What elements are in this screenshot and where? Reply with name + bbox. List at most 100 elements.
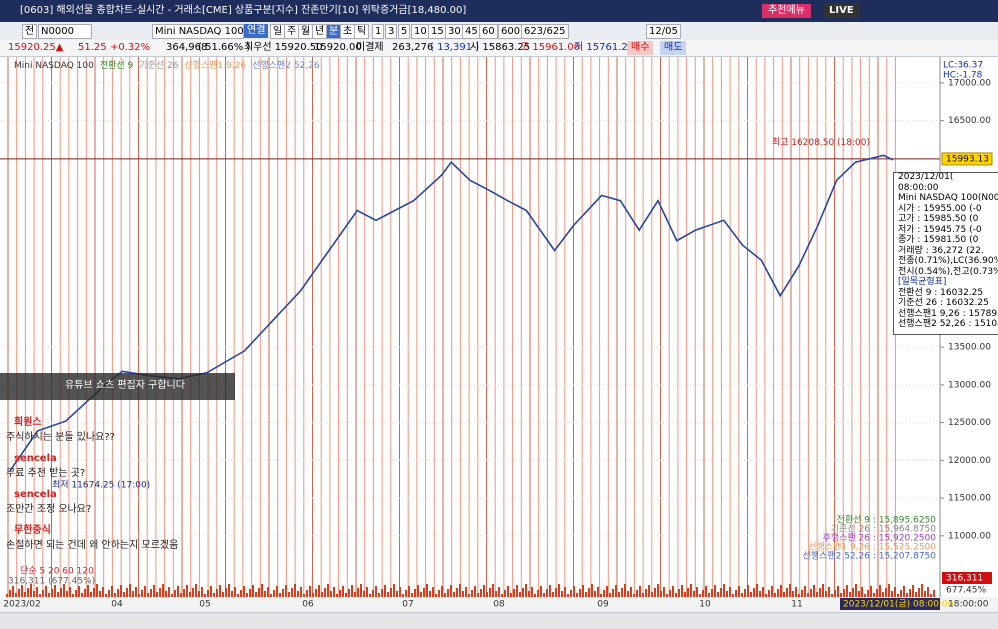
volume-bar <box>624 584 626 597</box>
period-button[interactable]: 일 <box>270 24 286 39</box>
volume-bar <box>162 584 164 597</box>
interval-button[interactable]: 1 <box>372 24 385 39</box>
volume-bar <box>465 587 467 597</box>
scrollbar[interactable] <box>0 612 998 629</box>
volume-bar <box>720 588 722 597</box>
volume-bar <box>855 584 857 597</box>
volume-bar <box>564 587 566 597</box>
volume-bar <box>891 591 893 597</box>
volume-bar <box>441 586 443 597</box>
volume-bar <box>876 589 878 597</box>
volume-bar <box>360 584 362 597</box>
volume-bar <box>54 585 56 597</box>
volume-bar <box>786 588 788 597</box>
volume-bar <box>819 588 821 597</box>
volume-bar <box>690 584 692 597</box>
volume-bar <box>729 587 731 597</box>
volume-bar <box>213 593 215 597</box>
volume-bar <box>33 591 35 597</box>
volume-bar <box>606 586 608 597</box>
buy-button[interactable]: 매수 <box>627 41 654 55</box>
volume-bar <box>27 588 29 597</box>
volume-bar <box>921 584 923 597</box>
tooltip-line: 전시(0.54%),전고(0.73% <box>898 266 998 277</box>
volume-bar <box>492 584 494 597</box>
period-button[interactable]: 월 <box>298 24 314 39</box>
volume-bar <box>156 592 158 597</box>
name-input[interactable]: Mini NASDAQ 100 <box>152 24 244 39</box>
quote-high: 고 15961.00 <box>520 42 581 53</box>
volume-bar <box>183 589 185 597</box>
interval-button[interactable]: 15 <box>428 24 447 39</box>
y-tick-label: 12000.00 <box>948 456 991 466</box>
code-input[interactable]: N0000 <box>38 24 92 39</box>
ma-label: 단순 5 20 60 120 <box>20 566 94 577</box>
volume-bar <box>273 590 275 597</box>
interval-button[interactable]: 60 <box>479 24 498 39</box>
volume-bar <box>675 593 677 597</box>
volume-bar <box>279 593 281 597</box>
period-button[interactable]: 분 <box>326 24 342 39</box>
volume-bar <box>297 591 299 597</box>
x-tick-label: 09 <box>597 600 609 610</box>
volume-bar <box>114 593 116 597</box>
legend-item: 선행스팬1 9,26 <box>184 59 246 71</box>
volume-bar <box>72 594 74 597</box>
volume-bar <box>426 584 428 597</box>
ichimoku-value: 기준선 26 : 15,964.8750 <box>831 524 936 535</box>
volume-bar <box>531 587 533 597</box>
volume-bar <box>801 590 803 597</box>
mode-select[interactable]: 전 <box>22 24 38 39</box>
high-note: 최고 16208.50 (18:00) <box>772 137 870 148</box>
volume-bar <box>75 590 77 597</box>
volume-bar <box>798 594 800 597</box>
volume-bar <box>366 587 368 597</box>
volume-bar <box>330 591 332 597</box>
period-button[interactable]: 틱 <box>354 24 370 39</box>
volume-bar <box>723 584 725 597</box>
volume-bar <box>834 590 836 597</box>
volume-bar <box>288 592 290 597</box>
volume-bar <box>750 592 752 597</box>
date-input[interactable]: 12/05 <box>646 24 681 39</box>
volume-bar <box>570 590 572 597</box>
sell-button[interactable]: 매도 <box>660 41 687 55</box>
volume-bar <box>276 586 278 597</box>
interval-button[interactable]: 10 <box>411 24 430 39</box>
volume-bar <box>402 594 404 597</box>
link-button[interactable]: 연결 <box>244 24 269 38</box>
volume-bar <box>594 591 596 597</box>
interval-button[interactable]: 5 <box>398 24 411 39</box>
volume-bar <box>420 592 422 597</box>
volume-bar <box>462 591 464 597</box>
volume-bar <box>669 590 671 597</box>
volume-bar <box>504 590 506 597</box>
volume-bar <box>51 589 53 597</box>
period-button[interactable]: 초 <box>340 24 356 39</box>
tooltip-line: 저가 : 15945.75 (-0 <box>898 224 982 235</box>
volume-bar <box>132 591 134 597</box>
volume-bar <box>345 593 347 597</box>
interval-input[interactable]: 600 <box>498 24 524 39</box>
volume-bar <box>900 590 902 597</box>
volume-bar <box>255 592 257 597</box>
volume-bar <box>318 585 320 597</box>
volume-bar <box>651 592 653 597</box>
volume-bar <box>885 588 887 597</box>
interval-button[interactable]: 3 <box>385 24 398 39</box>
recommend-button[interactable]: 추천메뉴 <box>762 4 811 18</box>
volume-bar <box>249 589 251 597</box>
ichimoku-value: 선행스팬1 9,26 : 15,525.2500 <box>808 541 936 553</box>
volume-bar <box>165 591 167 597</box>
interval-button[interactable]: 45 <box>462 24 481 39</box>
volume-bar <box>429 591 431 597</box>
period-button[interactable]: 년 <box>312 24 328 39</box>
interval-button[interactable]: 30 <box>445 24 464 39</box>
period-button[interactable]: 주 <box>284 24 300 39</box>
volume-bar <box>135 587 137 597</box>
hc-label: HC:-1.78 <box>943 71 983 81</box>
volume-bar <box>57 592 59 597</box>
chat-text: 조만간 조정 오나요? <box>6 504 92 515</box>
volume-bar <box>18 589 20 597</box>
live-button[interactable]: LIVE <box>824 4 859 18</box>
